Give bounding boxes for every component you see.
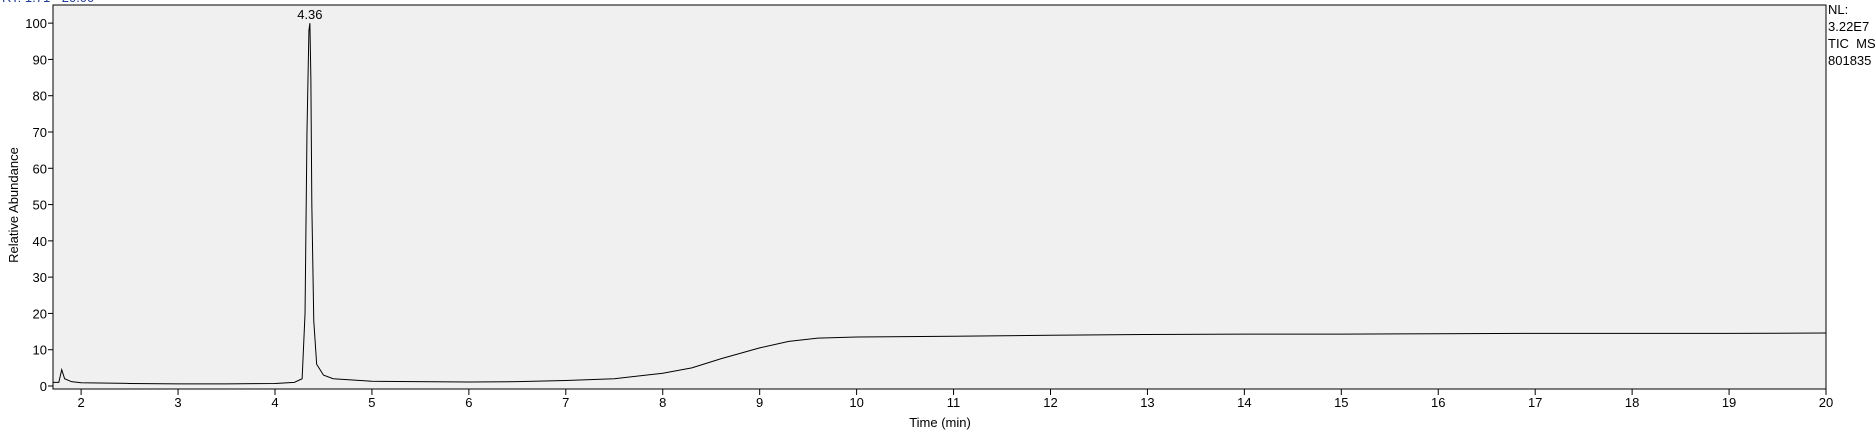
x-tick-label: 15 [1334, 395, 1348, 410]
y-tick-label: 100 [25, 16, 47, 31]
y-tick-label: 70 [33, 125, 47, 140]
y-tick-label: 60 [33, 161, 47, 176]
x-tick-label: 10 [849, 395, 863, 410]
x-tick-label: 3 [174, 395, 181, 410]
y-tick-label: 0 [40, 379, 47, 394]
side-label: NL: [1828, 2, 1848, 17]
x-tick-label: 16 [1431, 395, 1445, 410]
x-tick-label: 8 [659, 395, 666, 410]
side-label: 3.22E7 [1828, 19, 1869, 34]
x-tick-label: 4 [271, 395, 278, 410]
y-tick-label: 90 [33, 52, 47, 67]
x-axis-title: Time (min) [909, 415, 971, 430]
range-header: RT: 1.71 - 20.00 [2, 0, 94, 5]
x-tick-label: 6 [465, 395, 472, 410]
x-tick-label: 20 [1819, 395, 1833, 410]
x-tick-label: 11 [947, 395, 961, 410]
x-tick-label: 12 [1043, 395, 1057, 410]
y-tick-label: 10 [33, 343, 47, 358]
y-axis-title: Relative Abundance [6, 147, 21, 263]
y-tick-label: 30 [33, 270, 47, 285]
x-tick-label: 19 [1722, 395, 1736, 410]
plot-area [52, 4, 1827, 390]
x-tick-label: 2 [77, 395, 84, 410]
x-tick-label: 9 [756, 395, 763, 410]
x-tick-label: 17 [1528, 395, 1542, 410]
side-label: 801835 [1828, 53, 1871, 68]
trace-line [53, 23, 1827, 385]
y-tick-label: 40 [33, 234, 47, 249]
x-tick-label: 13 [1140, 395, 1154, 410]
x-tick-label: 18 [1625, 395, 1639, 410]
x-tick-label: 14 [1237, 395, 1251, 410]
y-tick-label: 20 [33, 306, 47, 321]
x-tick-label: 7 [562, 395, 569, 410]
y-tick-label: 50 [33, 198, 47, 213]
peak-label: 4.36 [297, 7, 322, 22]
side-label: TIC MS [1828, 36, 1875, 51]
x-tick-label: 5 [368, 395, 375, 410]
y-tick-label: 80 [33, 89, 47, 104]
